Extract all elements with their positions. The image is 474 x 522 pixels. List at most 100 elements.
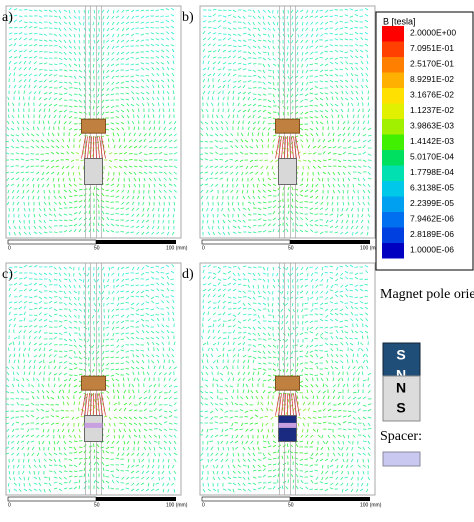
scale-label: 50	[94, 245, 100, 251]
field-vector	[114, 429, 115, 432]
field-vector	[121, 214, 124, 215]
field-vector	[335, 284, 338, 285]
field-vector	[358, 196, 359, 199]
field-vector	[83, 279, 84, 282]
field-vector	[33, 184, 34, 187]
field-vector	[292, 315, 293, 318]
field-vector	[227, 103, 228, 106]
field-vector	[129, 153, 132, 154]
field-vector	[74, 88, 77, 89]
field-vector	[230, 428, 233, 429]
field-vector	[123, 396, 124, 399]
field-vector	[310, 368, 313, 369]
field-vector	[19, 342, 20, 345]
field-vector	[111, 471, 114, 472]
field-vector	[49, 64, 52, 65]
field-vector	[200, 154, 203, 155]
field-vector	[129, 184, 130, 187]
field-vector	[257, 184, 258, 187]
field-vector	[111, 214, 114, 215]
scale-label: 100 (mm)	[166, 502, 188, 508]
field-vector	[218, 202, 219, 205]
field-vector	[362, 208, 363, 211]
field-vector	[263, 208, 266, 209]
field-vector	[8, 115, 9, 118]
field-vector	[49, 284, 52, 285]
scale-bar-dark	[96, 240, 176, 244]
field-vector	[305, 207, 308, 208]
field-vector	[133, 115, 134, 118]
field-vector	[161, 9, 164, 10]
field-vector	[252, 133, 253, 136]
field-vector	[268, 195, 271, 196]
field-vector	[350, 34, 353, 35]
field-vector	[325, 225, 328, 226]
field-vector	[19, 278, 22, 279]
field-vector	[111, 459, 114, 460]
field-vector	[267, 285, 268, 288]
scale-label: 0	[8, 502, 11, 508]
field-vector	[131, 326, 134, 327]
field-vector	[114, 159, 117, 160]
scale-label: 50	[94, 502, 100, 508]
field-vector	[297, 357, 298, 360]
field-vector	[293, 28, 294, 31]
scale-bar-light	[8, 240, 96, 244]
field-vector	[210, 441, 213, 442]
scale-bar-light	[8, 497, 96, 501]
field-vector	[203, 330, 204, 333]
scale-bar-dark	[290, 240, 370, 244]
field-vector	[119, 435, 120, 438]
field-vector	[89, 199, 90, 202]
spacer	[85, 423, 103, 428]
scale-label: 100 (mm)	[166, 245, 188, 251]
field-vector	[169, 202, 170, 205]
field-vector	[168, 97, 169, 100]
field-vector	[228, 372, 229, 375]
field-vector	[287, 52, 288, 55]
field-vector	[19, 16, 22, 17]
field-vector	[69, 369, 72, 370]
field-vector	[26, 172, 29, 173]
field-vector	[287, 363, 288, 366]
field-vector	[343, 190, 344, 193]
field-vector	[203, 61, 204, 64]
field-vector	[308, 153, 311, 154]
field-vector	[88, 10, 89, 13]
field-vector	[305, 99, 308, 100]
housing	[82, 376, 106, 390]
field-vector	[41, 404, 44, 405]
field-vector	[158, 103, 159, 106]
field-vector	[49, 45, 52, 46]
housing	[82, 119, 106, 133]
field-vector	[156, 10, 159, 11]
field-vector	[74, 441, 77, 442]
field-vector	[248, 366, 249, 369]
field-vector	[129, 159, 132, 160]
field-vector	[49, 70, 52, 71]
field-vector	[141, 309, 144, 310]
field-vector	[24, 477, 25, 480]
field-vector	[121, 231, 124, 232]
panel-label: a)	[2, 10, 13, 25]
field-vector	[34, 372, 35, 375]
field-vector	[79, 34, 80, 37]
magnet	[85, 416, 103, 442]
field-vector	[300, 356, 303, 357]
field-vector	[103, 229, 104, 232]
magnet	[85, 159, 103, 185]
field-vector	[258, 133, 259, 136]
field-vector	[83, 166, 84, 169]
field-vector	[149, 184, 150, 187]
field-vector	[131, 232, 134, 233]
housing	[276, 119, 300, 133]
field-vector	[278, 70, 279, 73]
field-vector	[337, 202, 338, 205]
field-vector	[24, 22, 27, 23]
field-vector	[228, 85, 229, 88]
field-vector	[84, 34, 85, 37]
field-vector	[343, 441, 344, 444]
